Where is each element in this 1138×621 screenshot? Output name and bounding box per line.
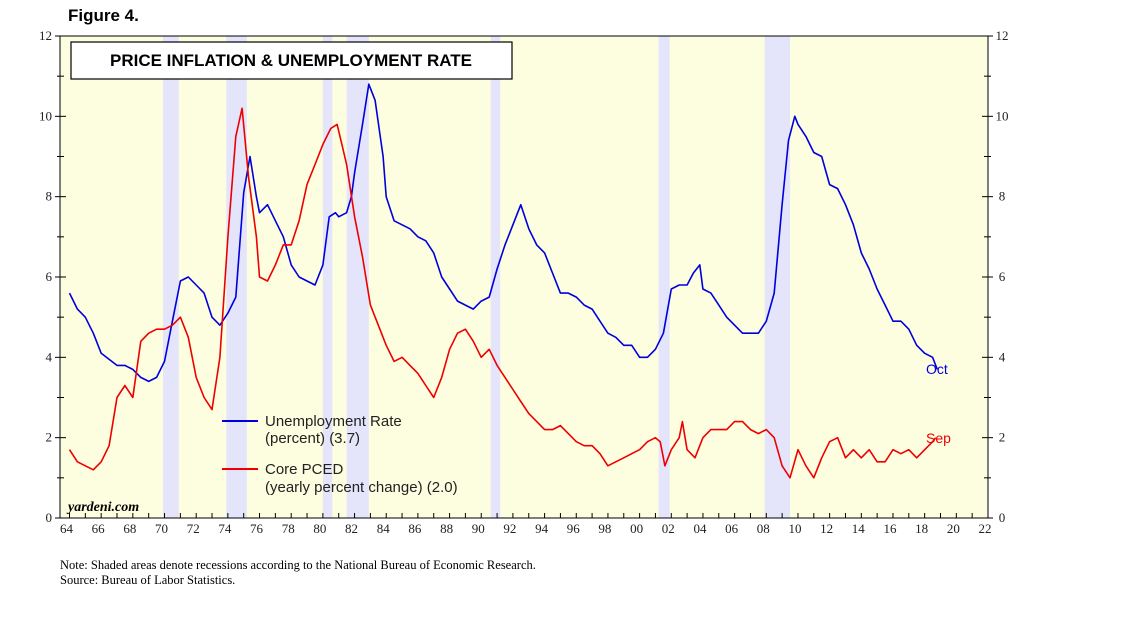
x-tick-label: 82 [345,521,358,536]
series-lines [68,83,939,479]
x-tick-label: 02 [662,521,675,536]
x-tick-label: 22 [979,521,992,536]
y-tick-label-left: 2 [46,430,53,445]
x-tick-label: 64 [60,521,74,536]
x-tick-label: 78 [282,521,295,536]
y-tick-label-left: 0 [46,510,53,525]
watermark: yardeni.com [66,500,139,515]
y-tick-label-left: 8 [46,189,53,204]
legend-unemployment-desc: (percent) (3.7) [265,430,360,447]
x-tick-label: 04 [693,521,707,536]
recession-band [346,36,369,518]
x-tick-label: 94 [535,521,549,536]
x-tick-label: 68 [123,521,136,536]
y-tick-label-left: 6 [46,269,53,284]
footnote-source: Source: Bureau of Labor Statistics. [60,573,236,587]
x-tick-label: 74 [218,521,232,536]
footnote-note: Note: Shaded areas denote recessions acc… [60,558,536,572]
y-tick-label-right: 0 [999,510,1006,525]
y-tick-label-right: 8 [999,189,1006,204]
x-tick-label: 92 [503,521,516,536]
plot-background [60,36,988,518]
y-tick-label-right: 6 [999,269,1006,284]
x-tick-label: 00 [630,521,643,536]
y-tick-label-right: 12 [996,28,1009,43]
x-tick-label: 84 [377,521,391,536]
plot-area [60,36,988,518]
x-tick-label: 72 [187,521,200,536]
unemployment-rate-line [68,83,939,383]
legend-pced-name: Core PCED [265,461,344,478]
x-tick-label: 70 [155,521,168,536]
y-tick-label-right: 4 [999,349,1006,364]
x-tick-label: 66 [92,521,106,536]
x-tick-label: 16 [883,521,897,536]
chart-title: PRICE INFLATION & UNEMPLOYMENT RATE [110,51,472,70]
chart-title-box: PRICE INFLATION & UNEMPLOYMENT RATE [70,41,513,80]
x-tick-label: 06 [725,521,739,536]
recession-band [322,36,333,518]
x-tick-label: 96 [567,521,581,536]
x-tick-label: 18 [915,521,928,536]
figure-label: Figure 4. [68,6,139,25]
y-tick-label-left: 12 [39,28,52,43]
x-tick-label: 88 [440,521,453,536]
x-tick-label: 14 [852,521,866,536]
x-tick-label: 08 [757,521,770,536]
core-pced-line [68,107,937,479]
x-tick-label: 86 [408,521,422,536]
x-tick-label: 76 [250,521,264,536]
y-tick-label-left: 10 [39,108,52,123]
x-tick-label: 20 [947,521,960,536]
y-tick-label-right: 2 [999,430,1006,445]
legend: Unemployment Rate (percent) (3.7) Core P… [222,413,458,496]
recession-bands [162,36,791,518]
x-tick-label: 12 [820,521,833,536]
y-tick-label-left: 4 [46,349,53,364]
x-tick-label: 90 [472,521,485,536]
legend-unemployment-name: Unemployment Rate [265,413,402,430]
recession-band [764,36,791,518]
pced-end-label: Sep [926,430,951,446]
unemployment-end-label: Oct [926,361,948,377]
x-tick-label: 10 [788,521,801,536]
recession-band [162,36,179,518]
x-tick-label: 80 [313,521,326,536]
recession-band [658,36,670,518]
y-tick-label-right: 10 [996,108,1009,123]
legend-pced-desc: (yearly percent change) (2.0) [265,479,458,496]
x-tick-label: 98 [598,521,611,536]
